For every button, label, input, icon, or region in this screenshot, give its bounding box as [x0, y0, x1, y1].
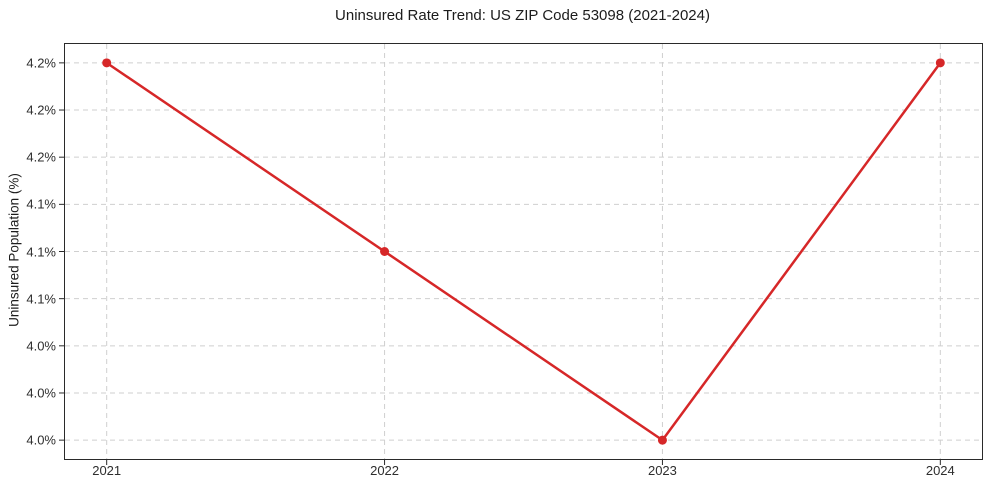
- y-tick-label: 4.2%: [26, 149, 56, 165]
- line-chart: [59, 44, 982, 465]
- x-tick-label: 2022: [370, 463, 400, 478]
- data-point-marker: [657, 435, 667, 445]
- y-axis-label: Uninsured Population (%): [6, 173, 22, 327]
- data-point-marker: [102, 58, 112, 68]
- x-tick-label: 2021: [92, 463, 122, 478]
- x-tick-label: 2023: [647, 463, 677, 478]
- y-tick-label: 4.1%: [26, 291, 56, 307]
- x-tick-label: 2024: [925, 463, 955, 478]
- trend-line: [105, 61, 942, 442]
- y-tick-label: 4.1%: [26, 196, 56, 212]
- plot-area: [59, 43, 983, 465]
- data-point-marker: [935, 58, 945, 68]
- y-tick-label: 4.0%: [26, 385, 56, 401]
- data-point-marker: [380, 247, 390, 256]
- chart-title: Uninsured Rate Trend: US ZIP Code 53098 …: [335, 7, 710, 24]
- y-tick-label: 4.1%: [26, 244, 56, 259]
- y-tick-label: 4.0%: [26, 432, 56, 448]
- y-tick-label: 4.0%: [26, 338, 56, 354]
- y-tick-label: 4.2%: [26, 102, 56, 118]
- y-tick-label: 4.2%: [26, 55, 56, 71]
